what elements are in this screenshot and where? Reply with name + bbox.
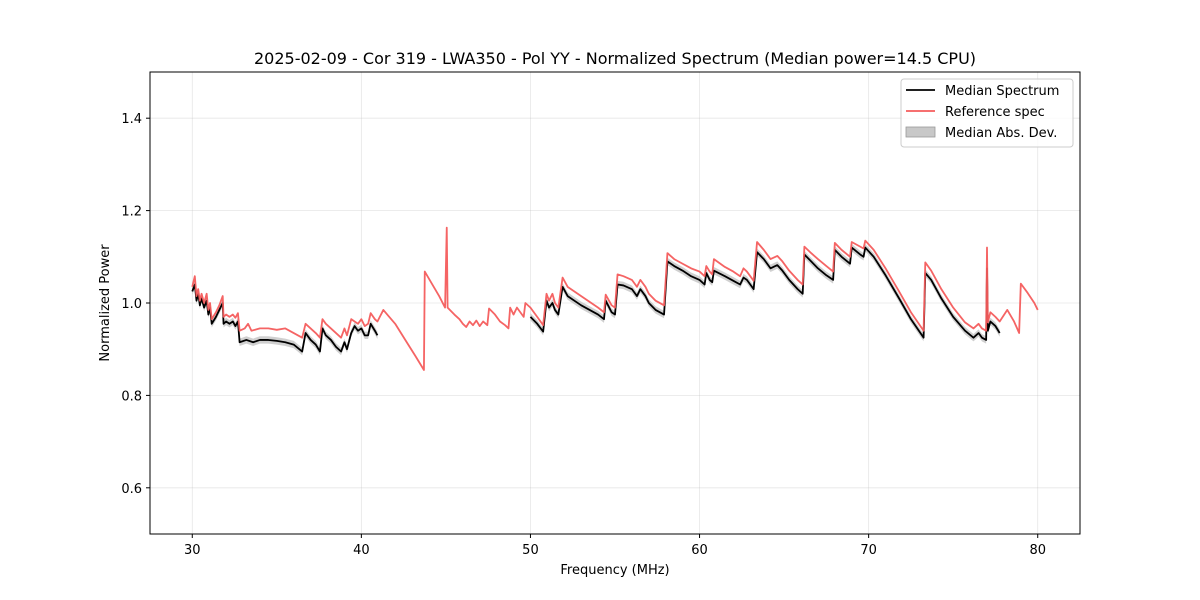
x-tick-label: 80: [1029, 543, 1046, 558]
x-tick-label: 40: [353, 543, 370, 558]
legend-mad-swatch: [905, 126, 936, 138]
legend-median-label: Median Spectrum: [945, 84, 1059, 99]
x-tick-label: 70: [860, 543, 877, 558]
x-axis-label: Frequency (MHz): [560, 563, 669, 578]
y-tick-label: 0.6: [121, 482, 142, 497]
y-tick-label: 1.4: [121, 112, 142, 127]
median-spectrum-line: [191, 283, 379, 353]
reference-spectrum-line: [191, 226, 1039, 371]
legend-box: [900, 78, 1074, 148]
y-tick-label: 1.0: [121, 297, 142, 312]
y-tick-label: 1.2: [121, 205, 142, 220]
y-tick-label: 0.8: [121, 389, 142, 404]
x-tick-label: 50: [522, 543, 539, 558]
x-tick-label: 60: [691, 543, 708, 558]
x-axis: 30 40 50 60 70 80: [184, 534, 1046, 558]
y-axis-label: Normalized Power: [98, 244, 113, 362]
legend: Median Spectrum Reference spec Median Ab…: [900, 78, 1074, 148]
legend-mad-label: Median Abs. Dev.: [945, 126, 1057, 141]
chart-title: 2025-02-09 - Cor 319 - LWA350 - Pol YY -…: [254, 49, 976, 68]
x-tick-label: 30: [184, 543, 201, 558]
y-axis: 0.6 0.8 1.0 1.2 1.4: [121, 112, 150, 497]
legend-reference-label: Reference spec: [945, 105, 1045, 120]
mad-band: [192, 280, 378, 356]
plot-area: [191, 226, 1039, 371]
